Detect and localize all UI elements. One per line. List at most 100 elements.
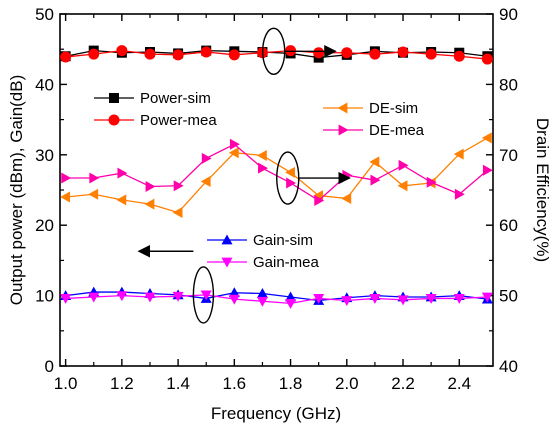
series-line-de-sim [65, 137, 488, 214]
data-point-gain-mea [285, 298, 297, 309]
data-point-de-mea [145, 180, 156, 192]
data-point-de-sim [453, 148, 464, 160]
data-point-gain-mea [397, 295, 409, 306]
data-point-gain-mea [256, 296, 268, 307]
data-point-gain-sim [228, 287, 240, 298]
data-point-gain-mea [144, 292, 156, 303]
data-point-power-mea [341, 47, 353, 59]
x-tick-label: 1.8 [279, 374, 303, 393]
data-point-gain-sim [285, 291, 297, 302]
data-point-power-mea [285, 45, 297, 57]
data-point-de-mea [117, 167, 128, 179]
legend-marker [221, 257, 233, 268]
legend-label: DE-sim [369, 100, 418, 117]
data-point-de-sim [369, 156, 380, 168]
legend-label: DE-mea [369, 122, 425, 139]
data-point-power-mea [228, 49, 240, 61]
series-power-mea [60, 45, 493, 65]
legend-item-de-mea: DE-mea [323, 122, 425, 139]
data-point-gain-mea [88, 292, 100, 303]
y-left-tick-label: 20 [35, 216, 54, 235]
data-point-de-sim [397, 180, 408, 192]
data-point-power-mea [172, 49, 184, 61]
data-point-de-sim [256, 150, 267, 162]
data-point-de-sim [200, 176, 211, 188]
data-point-de-mea [342, 169, 353, 181]
y-right-tick-label: 80 [499, 75, 518, 94]
y-left-tick-label: 50 [35, 5, 54, 24]
data-point-power-mea [397, 46, 409, 58]
data-point-de-sim [60, 191, 71, 203]
data-point-power-mea [60, 51, 72, 63]
legend-marker [108, 114, 120, 126]
data-point-gain-mea [313, 294, 325, 304]
data-point-de-mea [89, 172, 100, 184]
legend-item-de-sim: DE-sim [323, 100, 418, 117]
data-point-de-sim [481, 132, 492, 144]
legend-item-gain-mea: Gain-mea [207, 254, 320, 271]
legend-item-power-mea: Power-mea [94, 112, 217, 129]
series-line-gain-mea [65, 294, 488, 304]
data-point-power-mea [425, 48, 437, 60]
data-point-de-sim [144, 198, 155, 210]
y-right-tick-label: 90 [499, 5, 518, 24]
y-right-tick-label: 40 [499, 357, 518, 376]
plot-frame [59, 13, 494, 367]
y-right-tick-label: 50 [499, 287, 518, 306]
data-point-gain-mea [228, 294, 240, 305]
y-left-tick-label: 10 [35, 287, 54, 306]
data-point-gain-mea [425, 294, 437, 304]
legend-marker [338, 124, 349, 136]
annotation-ellipse-gain [192, 266, 215, 324]
legend-marker [337, 102, 348, 114]
data-point-power-mea [88, 48, 100, 60]
series-layer [60, 45, 493, 309]
x-axis-label: Frequency (GHz) [211, 404, 341, 423]
data-point-gain-mea [172, 291, 184, 302]
series-gain-mea [60, 290, 493, 309]
x-tick-label: 2.4 [447, 374, 471, 393]
data-point-gain-mea [60, 294, 72, 304]
data-point-power-mea [116, 45, 128, 57]
y-axis-left-label: Output power (dBm), Gain(dB) [7, 75, 26, 306]
data-point-power-mea [453, 50, 465, 62]
y-right-tick-label: 70 [499, 146, 518, 165]
data-point-gain-mea [341, 296, 353, 307]
legend-item-power-sim: Power-sim [94, 90, 211, 107]
x-tick-label: 2.2 [391, 374, 415, 393]
data-point-de-mea [398, 159, 409, 171]
axis-ticks: 1.0 1.2 1.4 1.6 1.8 2.0 2.2 2.4 0 10 20 30 40 50 40 50 6… [35, 5, 518, 393]
data-point-de-mea [201, 152, 212, 164]
data-point-de-mea [370, 174, 381, 186]
data-point-de-mea [258, 162, 268, 174]
data-point-de-sim [88, 188, 99, 200]
data-point-power-mea [481, 53, 493, 65]
data-point-de-mea [286, 177, 297, 189]
annotation-layer [137, 27, 351, 324]
x-tick-label: 1.2 [110, 374, 134, 393]
y-left-tick-label: 0 [45, 357, 54, 376]
data-point-de-mea [173, 180, 184, 192]
x-tick-label: 1.4 [166, 374, 190, 393]
data-point-de-sim [228, 147, 239, 159]
data-point-gain-mea [369, 294, 381, 304]
data-point-de-sim [116, 194, 127, 206]
y-axis-right-label: Drain Efficiency(%) [533, 118, 550, 262]
data-point-de-mea [426, 176, 437, 188]
data-point-de-mea [314, 195, 325, 207]
data-point-de-mea [229, 138, 240, 150]
x-tick-label: 2.0 [335, 374, 359, 393]
data-point-gain-mea [116, 291, 128, 302]
data-point-de-mea [454, 188, 465, 200]
data-point-gain-sim [256, 287, 268, 298]
series-line-power-mea [65, 49, 488, 60]
legend-label: Power-mea [140, 112, 217, 129]
data-point-de-mea [482, 164, 493, 176]
data-point-de-sim [341, 192, 352, 204]
series-de-sim [60, 132, 492, 219]
y-right-tick-label: 60 [499, 216, 518, 235]
legend-item-gain-sim: Gain-sim [207, 232, 313, 249]
x-tick-label: 1.6 [223, 374, 247, 393]
legend-marker [109, 93, 119, 103]
